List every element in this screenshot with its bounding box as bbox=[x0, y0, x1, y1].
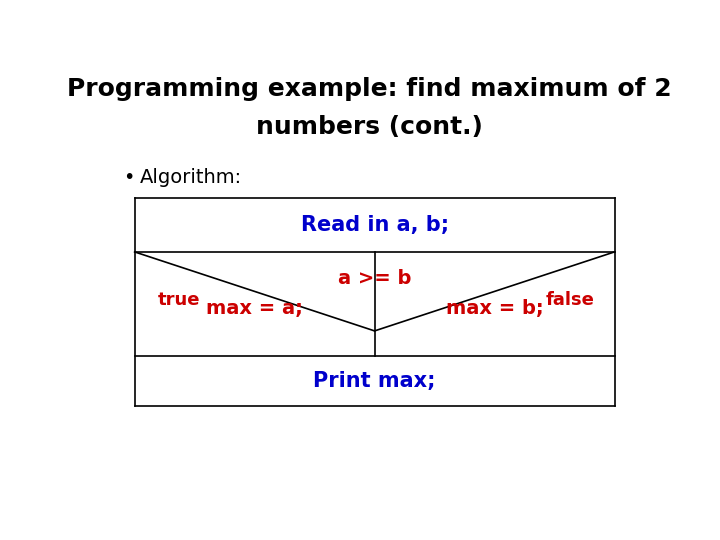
Text: Algorithm:: Algorithm: bbox=[140, 167, 243, 186]
Text: Read in a, b;: Read in a, b; bbox=[300, 215, 449, 235]
Text: Programming example: find maximum of 2: Programming example: find maximum of 2 bbox=[67, 77, 671, 102]
Text: max = a;: max = a; bbox=[206, 299, 303, 318]
Text: Print max;: Print max; bbox=[313, 371, 436, 391]
Text: true: true bbox=[158, 291, 201, 309]
Text: numbers (cont.): numbers (cont.) bbox=[256, 114, 482, 139]
Text: max = b;: max = b; bbox=[446, 299, 544, 318]
Text: •: • bbox=[124, 167, 135, 186]
Text: false: false bbox=[546, 291, 594, 309]
Text: a >= b: a >= b bbox=[338, 269, 411, 288]
